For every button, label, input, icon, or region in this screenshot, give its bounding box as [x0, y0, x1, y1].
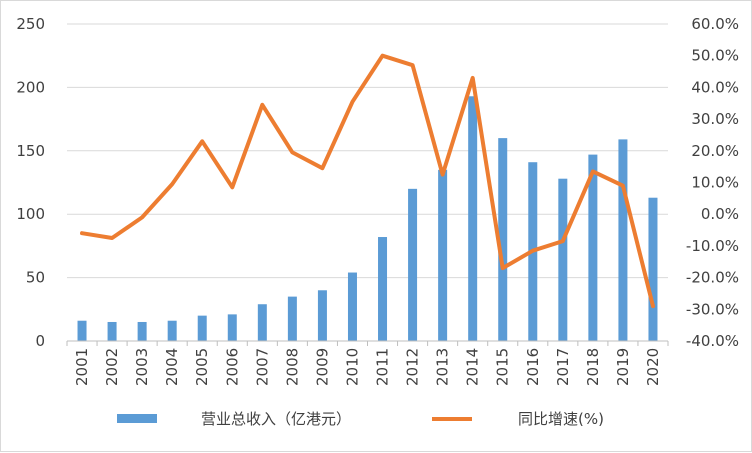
left-y-tick-label: 150: [16, 142, 45, 160]
bar-2012: [408, 189, 417, 341]
x-tick-label: 2014: [464, 348, 482, 386]
right-y-tick-label: -30.0%: [686, 300, 739, 318]
x-tick-label: 2006: [223, 348, 241, 386]
right-y-tick-label: 0.0%: [701, 205, 739, 223]
bar-2010: [348, 273, 357, 341]
bar-2009: [318, 290, 327, 341]
x-tick-label: 2018: [584, 348, 602, 386]
x-tick-label: 2020: [644, 348, 662, 386]
x-axis: [67, 341, 668, 346]
right-y-tick-label: 40.0%: [691, 78, 739, 96]
x-tick-label: 2019: [614, 348, 632, 386]
x-tick-label: 2010: [343, 348, 361, 386]
right-y-tick-label: -20.0%: [686, 269, 739, 287]
right-y-tick-label: 60.0%: [691, 15, 739, 33]
left-y-tick-label: 0: [35, 332, 45, 350]
right-y-axis-ticks: -40.0% -30.0% -20.0% -10.0% 0.0% 10.0% 20.0% 30…: [686, 15, 739, 350]
bar-2014: [468, 96, 477, 341]
x-tick-label: 2012: [404, 348, 422, 386]
x-tick-label: 2016: [524, 348, 542, 386]
bar-2011: [378, 237, 387, 341]
left-y-tick-label: 100: [16, 205, 45, 223]
left-y-tick-label: 50: [26, 269, 45, 287]
x-tick-label: 2007: [253, 348, 271, 386]
x-tick-label: 2008: [283, 348, 301, 386]
x-tick-label: 2005: [193, 348, 211, 386]
x-tick-label: 2015: [494, 348, 512, 386]
x-tick-label: 2011: [374, 348, 392, 386]
x-tick-label: 2001: [73, 348, 91, 386]
bar-2019: [618, 139, 627, 341]
legend-bar-label: 营业总收入（亿港元）: [201, 410, 351, 428]
right-y-tick-label: 50.0%: [691, 47, 739, 65]
bar-2006: [228, 314, 237, 341]
left-y-axis-ticks: 0 50 100 150 200 250: [16, 15, 45, 350]
x-axis-ticks: 2001 2002 2003 2004 2005 2006 2007 2008 2009 2010…: [73, 348, 662, 386]
legend-bar-swatch: [117, 414, 157, 423]
bar-2013: [438, 170, 447, 341]
x-tick-label: 2009: [313, 348, 331, 386]
right-y-tick-label: -10.0%: [686, 237, 739, 255]
x-tick-label: 2003: [133, 348, 151, 386]
x-tick-label: 2002: [103, 348, 121, 386]
x-tick-label: 2017: [554, 348, 572, 386]
x-tick-label: 2004: [163, 348, 181, 386]
bar-2020: [648, 198, 657, 341]
bar-2017: [558, 179, 567, 341]
bar-2005: [198, 316, 207, 341]
legend-line-label: 同比增速(%): [518, 410, 604, 428]
growth-line: [82, 56, 653, 306]
right-y-tick-label: 30.0%: [691, 110, 739, 128]
right-y-tick-label: 20.0%: [691, 142, 739, 160]
bar-2002: [108, 322, 117, 341]
legend: 营业总收入（亿港元） 同比增速(%): [117, 410, 604, 428]
bar-2003: [138, 322, 147, 341]
left-y-tick-label: 250: [16, 15, 45, 33]
left-y-tick-label: 200: [16, 78, 45, 96]
x-tick-label: 2013: [434, 348, 452, 386]
bar-2004: [168, 321, 177, 341]
gridlines: [67, 24, 668, 278]
line-series: [82, 56, 653, 307]
bar-2008: [288, 297, 297, 341]
right-y-tick-label: 10.0%: [691, 174, 739, 192]
bar-2001: [78, 321, 87, 341]
bar-2007: [258, 304, 267, 341]
right-y-tick-label: -40.0%: [686, 332, 739, 350]
